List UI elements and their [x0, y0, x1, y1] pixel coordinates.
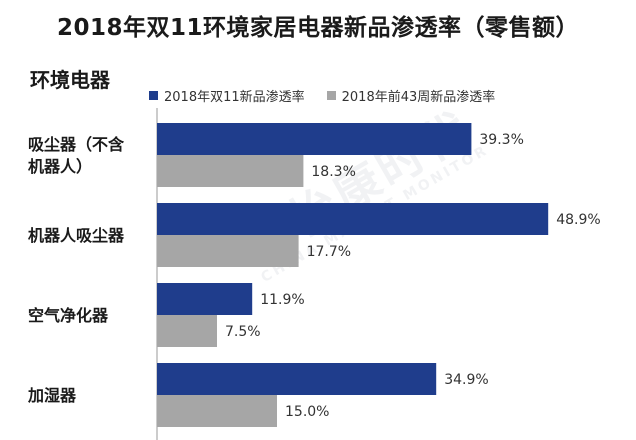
legend-item-series-1: 2018年双11新品渗透率	[149, 86, 305, 105]
bar-series-2	[157, 155, 304, 187]
bar-series-2	[157, 315, 217, 347]
bar-series-2	[157, 395, 277, 427]
category-label: 加湿器	[27, 386, 77, 405]
data-label-series-2: 15.0%	[285, 404, 329, 420]
data-label-series-2: 17.7%	[307, 244, 351, 260]
legend-item-series-2: 2018年前43周新品渗透率	[326, 86, 496, 105]
category-label: 空气净化器	[28, 306, 109, 325]
bar-series-1	[157, 363, 437, 395]
data-label-series-1: 48.9%	[556, 212, 600, 228]
bar-series-1	[157, 203, 549, 235]
bar-series-2	[157, 235, 299, 267]
data-label-series-1: 11.9%	[260, 292, 304, 308]
legend-swatch-series-1	[149, 91, 158, 100]
legend-label-series-1: 2018年双11新品渗透率	[164, 90, 305, 105]
data-label-series-2: 18.3%	[311, 164, 355, 180]
data-label-series-1: 34.9%	[444, 372, 488, 388]
legend-label-series-2: 2018年前43周新品渗透率	[341, 90, 496, 105]
chart-legend: 2018年双11新品渗透率 2018年前43周新品渗透率	[149, 86, 517, 105]
chart-subtitle: 环境电器	[30, 68, 110, 92]
data-label-series-1: 39.3%	[479, 132, 523, 148]
bar-series-1	[157, 123, 472, 155]
legend-swatch-series-2	[326, 91, 336, 100]
category-label: 吸尘器（不含	[28, 135, 125, 154]
bar-series-1	[157, 283, 253, 315]
chart-title: 2018年双11环境家居电器新品渗透率（零售额）	[56, 15, 580, 41]
category-label: 机器人）	[28, 157, 92, 176]
data-label-series-2: 7.5%	[225, 324, 261, 340]
category-label: 机器人吸尘器	[28, 226, 125, 245]
